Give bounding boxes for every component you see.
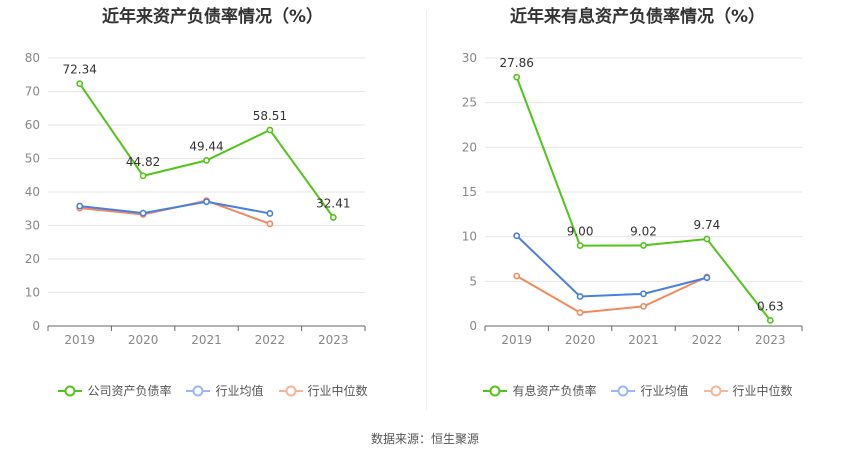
data-point xyxy=(703,235,711,243)
x-tick-label: 2023 xyxy=(755,333,786,347)
data-label: 32.41 xyxy=(316,196,350,210)
chart-title: 近年来有息资产负债率情况（%） xyxy=(509,7,766,27)
data-point xyxy=(513,73,521,81)
data-point xyxy=(139,172,147,180)
data-point xyxy=(266,220,274,228)
data-point xyxy=(703,274,711,282)
legend-marker xyxy=(617,385,629,396)
data-label: 49.44 xyxy=(189,139,223,153)
data-point xyxy=(576,309,584,316)
legend-label: 公司资产负债率 xyxy=(87,384,172,398)
data-point xyxy=(329,214,337,221)
legend-item[interactable]: 行业中位数 xyxy=(278,382,368,399)
y-tick-label: 25 xyxy=(462,96,477,110)
legend-swatch-icon xyxy=(186,385,211,396)
legend-swatch-icon xyxy=(611,385,636,396)
legend-item[interactable]: 行业均值 xyxy=(185,382,264,399)
panel-divider xyxy=(426,10,427,410)
y-tick-label: 50 xyxy=(25,152,40,166)
chart-left: 近年来资产负债率情况（%） 0 10 20 30 40 50 60 70 80 2019 2020 2… xyxy=(0,0,425,420)
data-point xyxy=(640,290,647,298)
x-tick-label: 2021 xyxy=(628,333,659,347)
chart-right: 近年来有息资产负债率情况（%） 0 5 10 15 20 25 30 2019 2020 2021… xyxy=(425,0,850,420)
x-tick-label: 2022 xyxy=(692,333,723,347)
x-tick-label: 2019 xyxy=(64,333,95,347)
y-tick-label: 5 xyxy=(469,274,477,288)
chart-legend: 有息资产负债率 行业均值 行业中位数 xyxy=(425,382,850,399)
x-tick-label: 2020 xyxy=(128,333,159,347)
y-tick-label: 0 xyxy=(32,319,40,333)
y-tick-label: 80 xyxy=(25,51,40,65)
y-tick-label: 60 xyxy=(25,118,40,132)
data-label: 44.82 xyxy=(126,155,160,169)
y-tick-label: 0 xyxy=(469,319,477,333)
legend-swatch-icon xyxy=(483,385,508,396)
legend-label: 行业均值 xyxy=(215,384,264,398)
legend-swatch-icon xyxy=(278,385,303,396)
y-tick-label: 20 xyxy=(25,252,40,266)
x-tick-label: 2022 xyxy=(255,333,286,347)
y-tick-label: 10 xyxy=(25,286,40,300)
x-tick-label: 2023 xyxy=(318,333,349,347)
series-line xyxy=(79,199,271,225)
legend-marker xyxy=(710,385,721,396)
legend-swatch-icon xyxy=(703,385,728,396)
series-line xyxy=(515,76,772,321)
data-label: 72.34 xyxy=(63,63,97,77)
data-label: 9.00 xyxy=(567,225,594,239)
data-point xyxy=(266,126,274,134)
data-point xyxy=(139,209,147,217)
data-label: 27.86 xyxy=(500,56,534,70)
chart-plot: 0 10 20 30 40 50 60 70 80 2019 2020 2021 2022 2023 72.… xyxy=(25,51,366,347)
x-tick-label: 2020 xyxy=(565,333,596,347)
legend-label: 有息资产负债率 xyxy=(512,384,597,398)
y-tick-label: 20 xyxy=(462,140,477,154)
data-label: 58.51 xyxy=(253,109,287,123)
data-point xyxy=(640,242,647,249)
chart-title: 近年来资产负债率情况（%） xyxy=(101,7,324,27)
y-tick-label: 40 xyxy=(25,185,40,199)
y-tick-label: 70 xyxy=(25,85,40,99)
series-line xyxy=(79,200,271,215)
data-label: 9.02 xyxy=(630,224,657,238)
x-tick-label: 2021 xyxy=(191,333,222,347)
data-point xyxy=(513,272,521,280)
data-point xyxy=(640,302,647,310)
legend-marker xyxy=(192,385,204,396)
data-label: 9.74 xyxy=(694,218,721,232)
y-tick-label: 10 xyxy=(462,230,477,244)
legend-label: 行业中位数 xyxy=(307,384,368,398)
data-source: 数据来源：恒生聚源 xyxy=(370,432,479,446)
legend-item[interactable]: 行业均值 xyxy=(610,382,689,399)
data-point xyxy=(576,293,584,300)
legend-marker xyxy=(64,385,76,396)
legend-item[interactable]: 有息资产负债率 xyxy=(482,382,596,399)
data-point xyxy=(203,156,210,164)
y-tick-label: 30 xyxy=(462,51,477,65)
legend-swatch-icon xyxy=(58,385,83,396)
data-point xyxy=(766,316,774,324)
y-tick-label: 15 xyxy=(462,185,477,199)
chart-plot: 0 5 10 15 20 25 30 2019 2020 2021 2022 2023 27.86 9.0… xyxy=(462,51,803,347)
data-point xyxy=(203,198,210,206)
series-line xyxy=(516,235,708,298)
data-point xyxy=(76,80,84,88)
data-point xyxy=(576,242,584,249)
series-line xyxy=(516,275,708,314)
legend-marker xyxy=(285,385,296,396)
data-point xyxy=(266,210,274,217)
legend-item[interactable]: 公司资产负债率 xyxy=(57,382,171,399)
legend-item[interactable]: 行业中位数 xyxy=(703,382,793,399)
data-point xyxy=(513,232,521,240)
legend-label: 行业中位数 xyxy=(732,384,793,398)
data-point xyxy=(76,202,84,210)
legend-label: 行业均值 xyxy=(640,384,689,398)
y-tick-label: 30 xyxy=(25,219,40,233)
chart-legend: 公司资产负债率 行业均值 行业中位数 xyxy=(0,382,425,399)
data-label: 0.63 xyxy=(757,299,784,313)
legend-marker xyxy=(489,385,501,396)
x-tick-label: 2019 xyxy=(501,333,532,347)
